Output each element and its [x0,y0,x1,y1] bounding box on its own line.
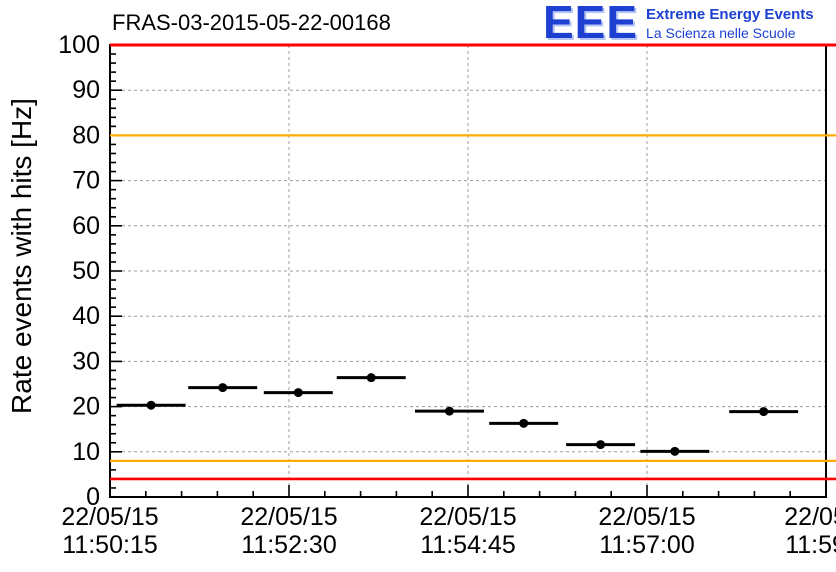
y-tick-label: 0 [86,483,100,511]
chart-title: FRAS-03-2015-05-22-00168 [112,10,391,35]
y-tick-label: 50 [72,257,100,285]
data-point [366,373,376,383]
data-point [293,388,303,398]
y-tick-label: 80 [72,121,100,149]
x-tick-label-time: 11:59:1 [785,531,836,559]
x-tick-label-date: 22/05/1 [784,503,836,531]
data-point [759,407,769,417]
y-tick-label: 10 [72,438,100,466]
data-point [519,418,529,428]
data-point [218,383,228,393]
y-tick-label: 40 [72,302,100,330]
data-point [670,446,680,456]
y-tick-label: 60 [72,212,100,240]
x-tick-label-date: 22/05/15 [598,503,695,531]
eee-logo-subtitle-it: La Scienza nelle Scuole [646,24,796,41]
x-tick-label-time: 11:50:15 [62,531,157,559]
eee-logo-subtitles: Extreme Energy Events La Scienza nelle S… [646,2,814,42]
eee-logo-subtitle-en: Extreme Energy Events [646,6,814,23]
data-point [596,440,606,450]
x-tick-label-time: 11:54:45 [420,531,515,559]
y-tick-label: 30 [72,347,100,375]
y-axis-title: Rate events with hits [Hz] [6,98,37,414]
x-tick-label-date: 22/05/15 [419,503,516,531]
x-tick-label-time: 11:57:00 [599,531,694,559]
y-tick-label: 20 [72,393,100,421]
y-tick-label: 100 [58,31,100,59]
y-tick-label: 90 [72,76,100,104]
eee-logo-acronym: EEE [543,0,639,48]
data-point [146,400,156,410]
x-tick-label-time: 11:52:30 [241,531,336,559]
x-tick-label-date: 22/05/15 [61,503,158,531]
y-tick-label: 70 [72,167,100,195]
eee-logo: EEE Extreme Energy Events La Scienza nel… [543,0,814,48]
data-point [444,406,454,416]
x-tick-label-date: 22/05/15 [240,503,337,531]
